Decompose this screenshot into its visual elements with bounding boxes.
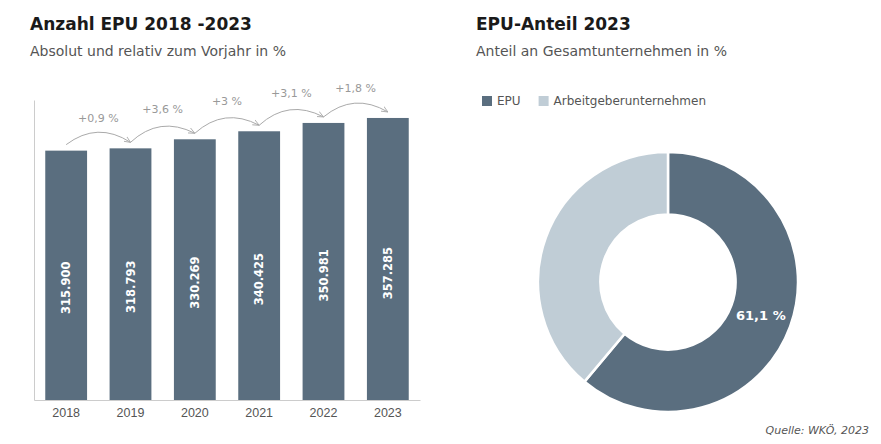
- growth-label: +3,6 %: [142, 103, 183, 116]
- y-axis: [34, 101, 35, 401]
- legend-label: EPU: [497, 94, 521, 108]
- legend-swatch: [482, 96, 492, 106]
- x-axis-line: [35, 400, 421, 401]
- growth-label: +3 %: [212, 95, 242, 108]
- x-tick-label: 2022: [310, 406, 338, 420]
- growth-arrow: [195, 118, 259, 134]
- x-tick: 2018: [52, 400, 80, 420]
- x-tick-label: 2019: [117, 406, 145, 420]
- x-tick: 2023: [374, 400, 402, 420]
- legend-item: Arbeitgeberunternehmen: [539, 94, 706, 108]
- annotations: +0,9 % +3,6 % +3 % +3,1 % +1,8 %: [66, 82, 388, 145]
- data-label: 350.981: [317, 249, 331, 301]
- growth-arrow: [259, 109, 323, 125]
- slice: [538, 152, 668, 382]
- x-tick: 2022: [310, 400, 338, 420]
- data-label: 330.269: [188, 256, 202, 308]
- legend: EPU Arbeitgeberunternehmen: [482, 94, 706, 108]
- y-axis-line: [34, 101, 35, 401]
- x-tick: 2019: [117, 400, 145, 420]
- bar: [303, 123, 345, 400]
- data-label: 357.285: [381, 247, 395, 299]
- legend-item: EPU: [482, 94, 521, 108]
- growth-label: +0,9 %: [78, 112, 119, 125]
- data-labels: 315.900 318.793 330.269 340.425 350.981 357.2…: [59, 247, 395, 314]
- bar: [110, 148, 152, 400]
- x-axis: 2018 2019 2020 2021 2022 2023: [35, 400, 421, 420]
- title: Anzahl EPU 2018 -2023: [30, 14, 252, 34]
- bar: [174, 139, 216, 400]
- data-label: 340.425: [252, 253, 266, 305]
- bars: [45, 118, 408, 400]
- data-label: 318.793: [124, 261, 138, 313]
- growth-label: +1,8 %: [335, 82, 376, 95]
- growth-arrow: [131, 126, 195, 142]
- subtitle: Anteil an Gesamtunternehmen in %: [476, 43, 727, 59]
- donut: [538, 152, 798, 412]
- x-tick: 2020: [181, 400, 209, 420]
- x-tick: 2021: [245, 400, 273, 420]
- data-label: 315.900: [59, 262, 73, 314]
- bar: [367, 118, 409, 400]
- bar: [238, 131, 280, 400]
- source: Quelle: WKÖ, 2023: [766, 424, 869, 437]
- data-label: 61,1 %: [736, 308, 786, 323]
- subtitle: Absolut und relativ zum Vorjahr in %: [30, 43, 286, 59]
- bar: [45, 151, 87, 400]
- x-tick-label: 2021: [245, 406, 273, 420]
- data-labels: 61,1 %: [736, 308, 786, 323]
- x-tick-label: 2023: [374, 406, 402, 420]
- chart-root: Anzahl EPU 2018 -2023 Absolut und relativ…: [0, 0, 881, 444]
- growth-label: +3,1 %: [271, 87, 312, 100]
- growth-arrow: [324, 103, 388, 117]
- title: EPU-Anteil 2023: [476, 14, 631, 34]
- legend-swatch: [539, 96, 549, 106]
- growth-arrow: [66, 132, 130, 144]
- x-tick-label: 2020: [181, 406, 209, 420]
- legend-label: Arbeitgeberunternehmen: [554, 94, 706, 108]
- x-tick-label: 2018: [52, 406, 80, 420]
